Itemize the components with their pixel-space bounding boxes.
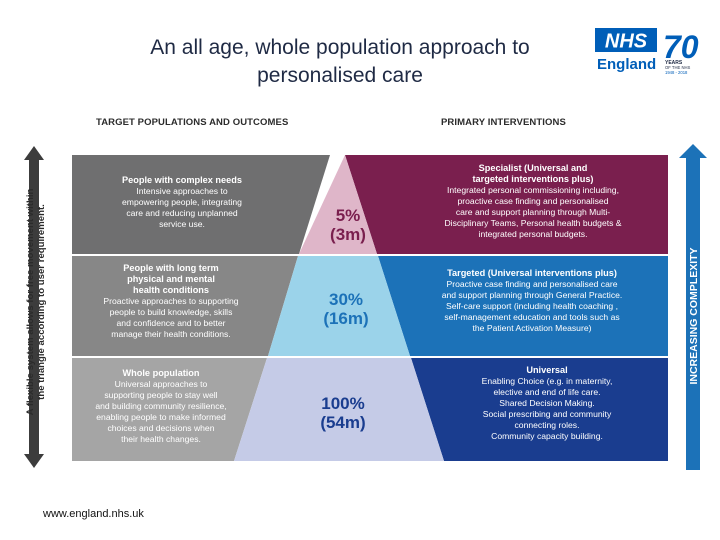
nhs-england-70-logo: NHS England 70 YEARS OF THE NHS 1948 - 2…	[595, 28, 699, 75]
triangle-tier-30pct	[268, 256, 410, 356]
england-logo-text: England	[597, 56, 656, 73]
pct-value: 5%	[335, 206, 361, 225]
int-title-universal: Universal	[526, 365, 568, 375]
int-desc-line: Community capacity building.	[491, 431, 603, 441]
pop-desc-line: manage their health conditions.	[111, 329, 231, 339]
int-text-universal: Universal Enabling Choice (e.g. in mater…	[430, 365, 664, 442]
triangle-tier-100pct	[234, 358, 444, 461]
pop-desc-line: choices and decisions when	[107, 423, 215, 433]
page-title: An all age, whole population approach to…	[60, 34, 620, 90]
pct-count: (16m)	[323, 309, 369, 328]
pop-desc-line: service use.	[159, 219, 205, 229]
int-title-specialist-2: targeted interventions plus)	[472, 174, 594, 184]
pct-complex-needs: 5% (3m)	[318, 206, 378, 244]
header-target-populations: TARGET POPULATIONS AND OUTCOMES	[96, 117, 289, 128]
int-desc-line: Self-care support (including health coac…	[446, 301, 618, 311]
int-desc-line: self-management education and tools such…	[444, 312, 620, 322]
pct-count: (54m)	[320, 413, 366, 432]
title-line-1: An all age, whole population approach to	[150, 36, 530, 59]
pop-desc-line: people to build knowledge, skills	[109, 307, 233, 317]
arrow-text-line-1: A flexible system allows for free moveme…	[25, 188, 36, 415]
int-desc-line: elective and end of life care.	[493, 387, 601, 397]
int-desc-line: and support planning through General Pra…	[441, 290, 623, 300]
int-desc-line: care and support planning through Multi-	[455, 207, 611, 217]
pop-desc-line: Universal approaches to	[114, 379, 208, 389]
arrow-text-line-2: the triangle according to user requireme…	[36, 204, 47, 400]
int-desc-line: the Patient Activation Measure)	[472, 323, 592, 333]
pop-title-long-term-3: health conditions	[132, 285, 210, 295]
pop-title-complex-needs: People with complex needs	[122, 175, 242, 185]
int-title-targeted: Targeted (Universal interventions plus)	[447, 268, 617, 278]
int-desc-line: Integrated personal commissioning includ…	[447, 185, 619, 195]
increasing-complexity-label: INCREASING COMPLEXITY	[688, 247, 700, 384]
pop-text-complex-needs: People with complex needs Intensive appr…	[76, 175, 288, 230]
pct-long-term-conditions: 30% (16m)	[314, 290, 378, 328]
pop-title-long-term-1: People with long term	[123, 263, 219, 273]
triangle-tier-5pct	[299, 155, 377, 254]
int-desc-line: connecting roles.	[514, 420, 580, 430]
band-targeted	[378, 256, 668, 356]
of-the-nhs-logo-text: OF THE NHS	[665, 65, 690, 70]
pop-text-long-term-conditions: People with long term physical and menta…	[76, 263, 266, 340]
pop-desc-line: their health changes.	[121, 434, 201, 444]
pop-title-whole-population: Whole population	[122, 368, 200, 378]
band-whole-population	[72, 358, 267, 461]
int-text-targeted: Targeted (Universal interventions plus) …	[400, 268, 664, 334]
pop-desc-line: supporting people to stay well	[104, 390, 218, 400]
footer-url[interactable]: www.england.nhs.uk	[43, 508, 144, 520]
seventy-logo-text: 70	[663, 29, 699, 65]
flexible-movement-arrow	[24, 146, 44, 468]
header-primary-interventions: PRIMARY INTERVENTIONS	[441, 117, 566, 128]
int-title-specialist-1: Specialist (Universal and	[478, 163, 588, 173]
pct-whole-population: 100% (54m)	[308, 394, 378, 432]
title-line-2: personalised care	[257, 64, 423, 87]
int-desc-line: integrated personal budgets.	[478, 229, 588, 239]
nhs-logo-text: NHS	[605, 31, 648, 53]
pop-desc-line: Intensive approaches to	[136, 186, 228, 196]
pop-desc-line: enabling people to make informed	[96, 412, 226, 422]
int-desc-line: proactive case finding and personalised	[457, 196, 609, 206]
band-complex-needs	[72, 155, 330, 254]
nhs-logo-box	[595, 28, 657, 52]
pop-desc-line: and confidence and to better	[116, 318, 226, 328]
pop-desc-line: and building community resilience,	[95, 401, 227, 411]
pct-value: 100%	[321, 394, 365, 413]
pop-title-long-term-2: physical and mental	[127, 274, 215, 284]
years-logo-text: YEARS	[665, 60, 683, 66]
dates-logo-text: 1948 - 2018	[665, 70, 688, 75]
pct-value: 30%	[328, 290, 364, 309]
int-desc-line: Disciplinary Teams, Personal health budg…	[444, 218, 622, 228]
int-desc-line: Enabling Choice (e.g. in maternity,	[481, 376, 613, 386]
int-desc-line: Social prescribing and community	[482, 409, 612, 419]
pop-desc-line: care and reducing unplanned	[126, 208, 238, 218]
pct-count: (3m)	[330, 225, 366, 244]
int-desc-line: Proactive case finding and personalised …	[446, 279, 618, 289]
band-specialist	[345, 155, 668, 254]
int-desc-line: Shared Decision Making.	[499, 398, 595, 408]
band-long-term-conditions	[72, 256, 298, 356]
pop-desc-line: empowering people, integrating	[122, 197, 242, 207]
pop-desc-line: Proactive approaches to supporting	[103, 296, 239, 306]
int-text-specialist: Specialist (Universal and targeted inter…	[402, 163, 664, 240]
increasing-complexity-arrow	[679, 144, 707, 470]
band-universal	[411, 358, 668, 461]
pop-text-whole-population: Whole population Universal approaches to…	[76, 368, 246, 445]
